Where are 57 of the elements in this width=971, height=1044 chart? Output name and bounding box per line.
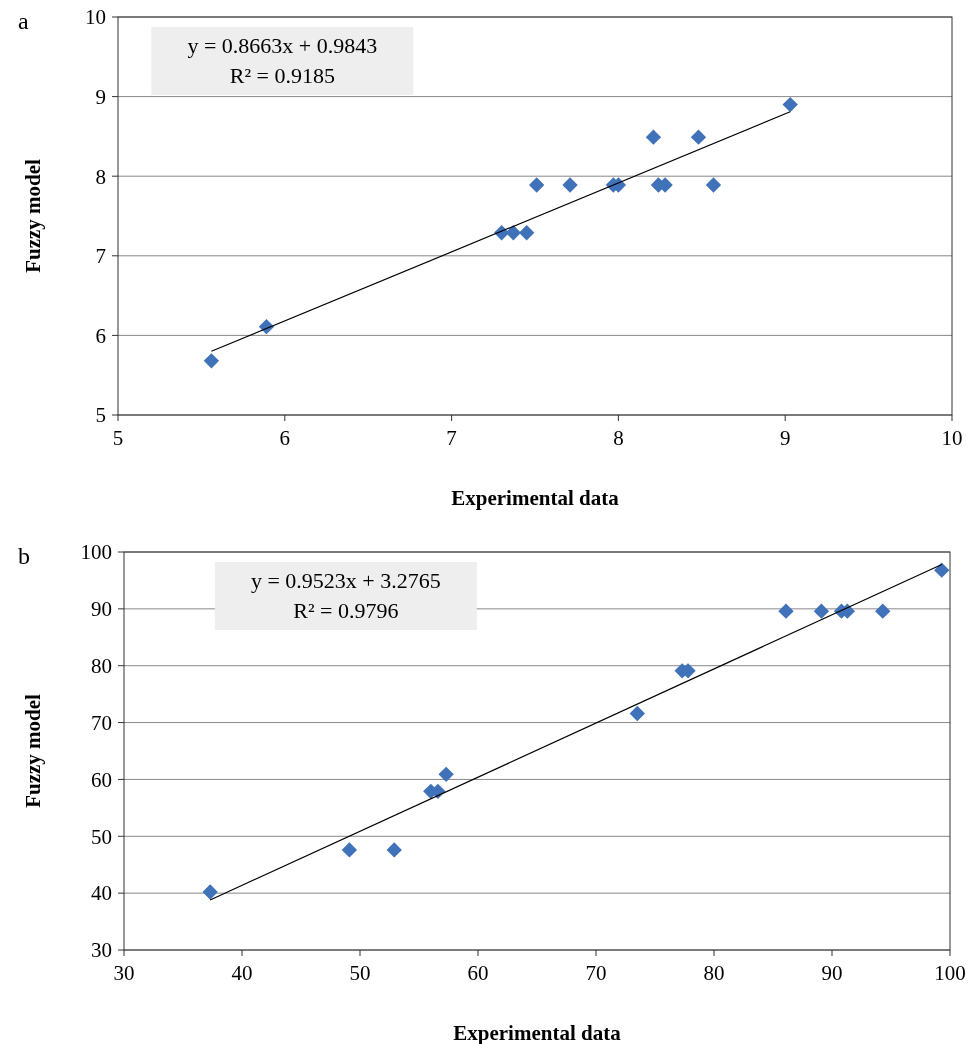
equation-box: y = 0.8663x + 0.9843 R² = 0.9185 [151, 27, 414, 95]
y-tick-label: 40 [91, 881, 112, 906]
y-tick-label: 10 [85, 5, 106, 30]
point [505, 225, 521, 241]
point [705, 177, 722, 193]
x-tick-label: 80 [703, 961, 725, 985]
x-tick-label: 60 [467, 961, 489, 985]
x-axis-title: Experimental data [451, 486, 620, 510]
point [518, 225, 535, 241]
point [202, 884, 218, 900]
point [813, 603, 830, 619]
x-tick-label: 10 [941, 426, 963, 450]
y-tick-label: 6 [95, 323, 106, 348]
x-tick-label: 8 [613, 426, 624, 450]
annotation: y = 0.9523x + 3.2765 [250, 568, 441, 593]
y-tick-label: 7 [95, 244, 106, 269]
y-tick-label: 50 [91, 824, 112, 849]
x-tick-label: 40 [231, 961, 253, 985]
y-tick-label: 9 [95, 84, 106, 109]
y-tick-label: 5 [95, 403, 106, 428]
x-tick-label: 30 [113, 961, 135, 985]
x-tick-label: 70 [585, 961, 607, 985]
point [529, 177, 545, 193]
y-tick-label: 70 [91, 710, 112, 735]
y-tick-label: 90 [91, 597, 112, 622]
y-tick-label: 60 [91, 767, 112, 792]
point [934, 562, 950, 578]
point [629, 705, 645, 722]
x-tick-label: 9 [779, 426, 791, 450]
x-tick-label: 6 [279, 426, 291, 450]
point [203, 353, 220, 369]
equation-box: y = 0.9523x + 3.2765 R² = 0.9796 [214, 562, 477, 630]
annotation: R² = 0.9796 [293, 598, 399, 623]
y-axis-title: Fuzzy model [21, 693, 45, 808]
y-tick-label: 30 [91, 938, 112, 963]
x-tick-label: 50 [349, 961, 371, 985]
annotation: y = 0.8663x + 0.9843 [187, 33, 378, 58]
chart-title: b [18, 543, 30, 569]
x-tick-label: 90 [821, 961, 843, 985]
x-tick-label: 100 [934, 961, 966, 985]
x-axis-title: Experimental data [453, 1021, 622, 1044]
point [690, 129, 707, 145]
y-tick-label: 100 [80, 540, 112, 565]
x-tick-label: 7 [446, 426, 457, 450]
point [562, 177, 578, 193]
y-tick-label: 80 [91, 654, 112, 679]
point [782, 96, 798, 113]
y-axis-title: Fuzzy model [21, 158, 45, 273]
point [386, 842, 402, 858]
point [438, 766, 454, 782]
point [645, 129, 662, 145]
annotation: R² = 0.9185 [229, 63, 335, 88]
chart-title: a [18, 8, 29, 34]
point [778, 603, 794, 619]
y-tick-label: 8 [95, 164, 106, 189]
point [341, 842, 358, 858]
point [875, 603, 891, 619]
